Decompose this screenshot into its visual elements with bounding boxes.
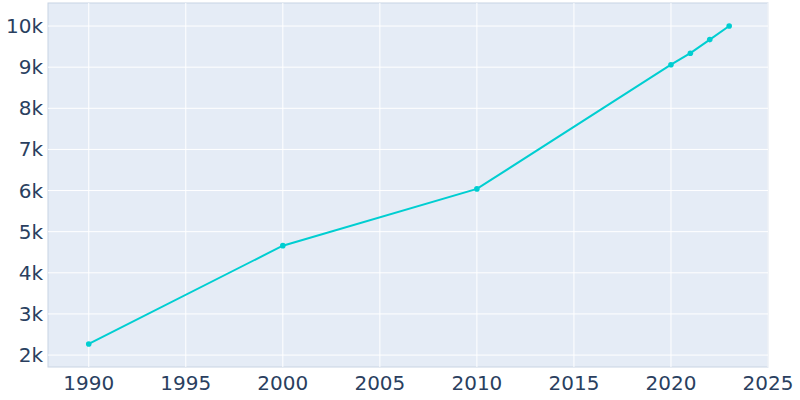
y-grid-line (48, 272, 768, 273)
marker (668, 62, 674, 68)
x-tick-label: 2000 (257, 371, 308, 395)
x-grid-line (573, 3, 574, 367)
marker (474, 186, 480, 192)
y-tick-label: 10k (6, 14, 43, 38)
y-grid-line (48, 190, 768, 191)
x-grid-line (88, 3, 89, 367)
marker (726, 23, 732, 29)
grid (48, 3, 768, 367)
y-tick-label: 7k (19, 137, 44, 161)
series (86, 23, 732, 347)
y-tick-label: 3k (19, 302, 44, 326)
y-grid-line (48, 149, 768, 150)
y-grid-line (48, 355, 768, 356)
y-grid-line (48, 108, 768, 109)
x-grid-line (476, 3, 477, 367)
y-grid-line (48, 67, 768, 68)
y-tick-label: 5k (19, 220, 44, 244)
x-grid-line (185, 3, 186, 367)
x-grid-line (282, 3, 283, 367)
y-grid-line (48, 313, 768, 314)
x-grid-line (379, 3, 380, 367)
plot-area (48, 3, 768, 367)
marker (707, 37, 713, 43)
x-tick-label: 2015 (548, 371, 599, 395)
x-tick-label: 2020 (646, 371, 697, 395)
y-grid-line (48, 231, 768, 232)
x-grid-line (670, 3, 671, 367)
marker (280, 243, 286, 249)
x-tick-label: 2005 (354, 371, 405, 395)
marker (688, 50, 694, 56)
x-tick-label: 2025 (743, 371, 794, 395)
x-tick-label: 1990 (63, 371, 114, 395)
y-grid-line (48, 26, 768, 27)
x-tick-label: 2010 (451, 371, 502, 395)
chart: 1990 1995 2000 2005 2010 2015 2020 2025 2k 3k 4k 5k… (0, 0, 800, 400)
y-tick-label: 6k (19, 179, 44, 203)
y-tick-label: 8k (19, 96, 44, 120)
y-tick-label: 2k (19, 343, 44, 367)
marker (86, 341, 92, 347)
y-tick-label: 4k (19, 261, 44, 285)
y-tick-label: 9k (19, 55, 44, 79)
x-tick-label: 1995 (160, 371, 211, 395)
x-grid-line (768, 3, 769, 367)
line (89, 26, 729, 344)
